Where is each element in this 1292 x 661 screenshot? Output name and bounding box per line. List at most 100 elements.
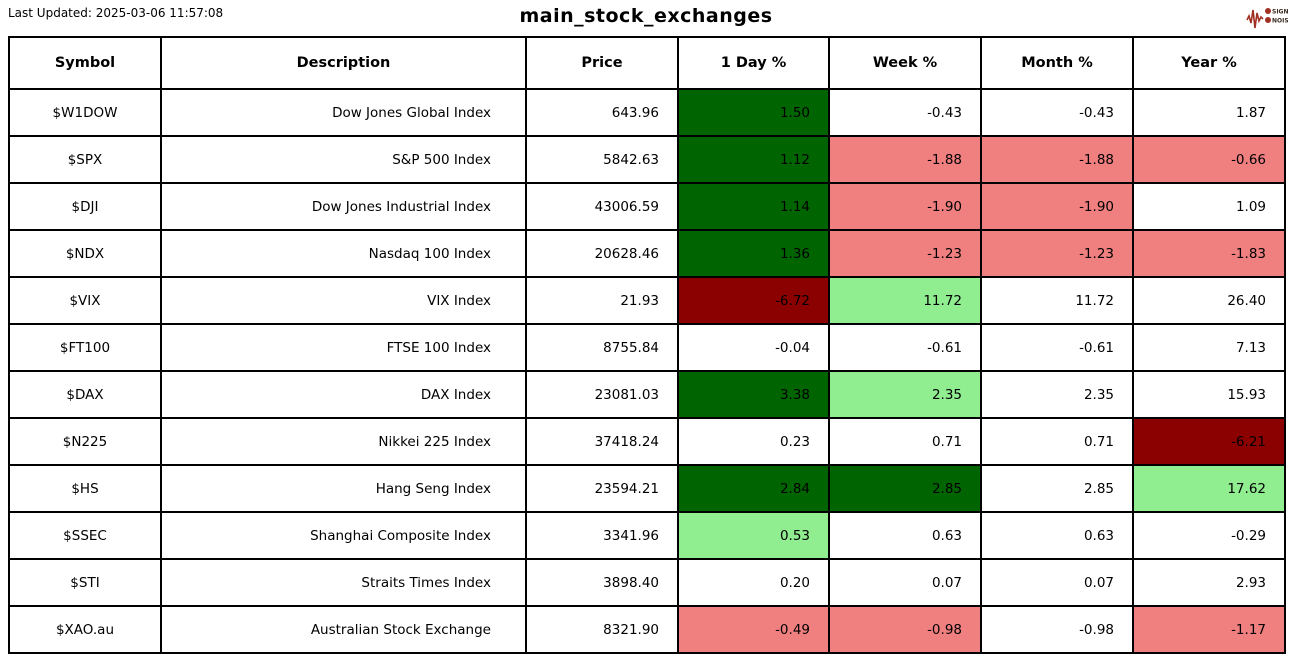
pct-cell: 11.72 xyxy=(828,276,982,325)
symbol-cell: $SPX xyxy=(8,135,162,184)
pct-cell: 1.50 xyxy=(677,88,830,137)
symbol-cell: $DAX xyxy=(8,370,162,419)
pct-cell: 2.35 xyxy=(980,370,1134,419)
price-cell: 21.93 xyxy=(525,276,679,325)
pct-cell: 7.13 xyxy=(1132,323,1286,372)
table-row: $VIX VIX Index 21.93 -6.72 11.72 11.72 2… xyxy=(8,276,1286,325)
symbol-cell: $XAO.au xyxy=(8,605,162,654)
table-body: $W1DOW Dow Jones Global Index 643.96 1.5… xyxy=(8,88,1286,654)
price-cell: 23081.03 xyxy=(525,370,679,419)
price-cell: 37418.24 xyxy=(525,417,679,466)
description-cell: Straits Times Index xyxy=(160,558,527,607)
table-row: $FT100 FTSE 100 Index 8755.84 -0.04 -0.6… xyxy=(8,323,1286,372)
signal-noise-logo: SIGNAL NOISE xyxy=(1246,2,1288,32)
symbol-cell: $STI xyxy=(8,558,162,607)
table-row: $STI Straits Times Index 3898.40 0.20 0.… xyxy=(8,558,1286,607)
waveform-icon: SIGNAL NOISE xyxy=(1246,8,1288,29)
pct-cell: -6.72 xyxy=(677,276,830,325)
pct-cell: 0.53 xyxy=(677,511,830,560)
pct-cell: 2.35 xyxy=(828,370,982,419)
pct-cell: 0.71 xyxy=(828,417,982,466)
topbar: Last Updated: 2025-03-06 11:57:08 main_s… xyxy=(0,0,1292,34)
pct-cell: -1.23 xyxy=(980,229,1134,278)
pct-cell: 0.23 xyxy=(677,417,830,466)
table-row: $SPX S&P 500 Index 5842.63 1.12 -1.88 -1… xyxy=(8,135,1286,184)
col-header-symbol: Symbol xyxy=(8,36,162,90)
table-row: $XAO.au Australian Stock Exchange 8321.9… xyxy=(8,605,1286,654)
pct-cell: 0.71 xyxy=(980,417,1134,466)
pct-cell: -0.43 xyxy=(980,88,1134,137)
pct-cell: -0.98 xyxy=(828,605,982,654)
description-cell: VIX Index xyxy=(160,276,527,325)
symbol-cell: $SSEC xyxy=(8,511,162,560)
pct-cell: 1.09 xyxy=(1132,182,1286,231)
symbol-cell: $HS xyxy=(8,464,162,513)
pct-cell: 0.63 xyxy=(980,511,1134,560)
description-cell: DAX Index xyxy=(160,370,527,419)
symbol-cell: $DJI xyxy=(8,182,162,231)
description-cell: Hang Seng Index xyxy=(160,464,527,513)
table-row: $DAX DAX Index 23081.03 3.38 2.35 2.35 1… xyxy=(8,370,1286,419)
price-cell: 43006.59 xyxy=(525,182,679,231)
pct-cell: -0.98 xyxy=(980,605,1134,654)
description-cell: Shanghai Composite Index xyxy=(160,511,527,560)
pct-cell: -0.43 xyxy=(828,88,982,137)
symbol-cell: $FT100 xyxy=(8,323,162,372)
pct-cell: -1.17 xyxy=(1132,605,1286,654)
table-row: $N225 Nikkei 225 Index 37418.24 0.23 0.7… xyxy=(8,417,1286,466)
pct-cell: 1.12 xyxy=(677,135,830,184)
pct-cell: 11.72 xyxy=(980,276,1134,325)
pct-cell: -0.61 xyxy=(980,323,1134,372)
col-header-year: Year % xyxy=(1132,36,1286,90)
symbol-cell: $N225 xyxy=(8,417,162,466)
price-cell: 8755.84 xyxy=(525,323,679,372)
pct-cell: -0.49 xyxy=(677,605,830,654)
pct-cell: -0.66 xyxy=(1132,135,1286,184)
price-cell: 3898.40 xyxy=(525,558,679,607)
pct-cell: -1.23 xyxy=(828,229,982,278)
col-header-price: Price xyxy=(525,36,679,90)
col-header-week: Week % xyxy=(828,36,982,90)
table-row: $DJI Dow Jones Industrial Index 43006.59… xyxy=(8,182,1286,231)
pct-cell: -1.83 xyxy=(1132,229,1286,278)
last-updated-text: Last Updated: 2025-03-06 11:57:08 xyxy=(8,6,224,20)
pct-cell: -0.04 xyxy=(677,323,830,372)
pct-cell: 1.14 xyxy=(677,182,830,231)
description-cell: Dow Jones Global Index xyxy=(160,88,527,137)
symbol-cell: $W1DOW xyxy=(8,88,162,137)
table-row: $W1DOW Dow Jones Global Index 643.96 1.5… xyxy=(8,88,1286,137)
pct-cell: 0.20 xyxy=(677,558,830,607)
logo-text-signal: SIGNAL xyxy=(1272,9,1288,16)
pct-cell: -1.90 xyxy=(980,182,1134,231)
price-cell: 8321.90 xyxy=(525,605,679,654)
page-title: main_stock_exchanges xyxy=(519,5,773,27)
pct-cell: 2.85 xyxy=(980,464,1134,513)
price-cell: 5842.63 xyxy=(525,135,679,184)
pct-cell: 0.07 xyxy=(828,558,982,607)
description-cell: Nikkei 225 Index xyxy=(160,417,527,466)
col-header-month: Month % xyxy=(980,36,1134,90)
table-row: $HS Hang Seng Index 23594.21 2.84 2.85 2… xyxy=(8,464,1286,513)
pct-cell: 1.36 xyxy=(677,229,830,278)
pct-cell: 0.63 xyxy=(828,511,982,560)
pct-cell: 1.87 xyxy=(1132,88,1286,137)
symbol-cell: $NDX xyxy=(8,229,162,278)
pct-cell: 3.38 xyxy=(677,370,830,419)
table-header-row: Symbol Description Price 1 Day % Week % … xyxy=(8,36,1286,90)
description-cell: S&P 500 Index xyxy=(160,135,527,184)
pct-cell: 17.62 xyxy=(1132,464,1286,513)
logo-text-noise: NOISE xyxy=(1272,18,1288,25)
table-row: $NDX Nasdaq 100 Index 20628.46 1.36 -1.2… xyxy=(8,229,1286,278)
pct-cell: -1.88 xyxy=(980,135,1134,184)
col-header-1day: 1 Day % xyxy=(677,36,830,90)
price-cell: 643.96 xyxy=(525,88,679,137)
pct-cell: 2.93 xyxy=(1132,558,1286,607)
price-cell: 20628.46 xyxy=(525,229,679,278)
pct-cell: -1.88 xyxy=(828,135,982,184)
pct-cell: 15.93 xyxy=(1132,370,1286,419)
description-cell: FTSE 100 Index xyxy=(160,323,527,372)
stock-table: Symbol Description Price 1 Day % Week % … xyxy=(8,36,1286,654)
price-cell: 23594.21 xyxy=(525,464,679,513)
table-row: $SSEC Shanghai Composite Index 3341.96 0… xyxy=(8,511,1286,560)
